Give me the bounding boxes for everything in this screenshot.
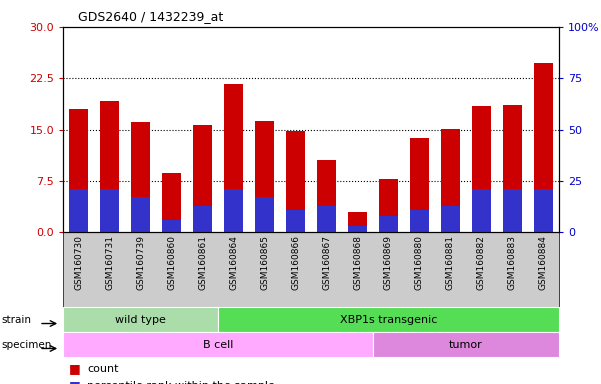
Bar [194,125,212,232]
Bar [317,205,336,232]
Bar [194,205,212,232]
Text: specimen: specimen [1,339,52,350]
Text: wild type: wild type [115,314,166,325]
Bar [131,122,150,232]
Text: GDS2640 / 1432239_at: GDS2640 / 1432239_at [78,10,224,23]
Bar [100,101,119,232]
Text: ■: ■ [69,379,81,384]
Bar [348,212,367,232]
Bar [472,189,491,232]
Bar [410,210,429,232]
Bar [69,109,88,232]
Bar [534,189,553,232]
Bar [317,161,336,232]
Bar [348,226,367,232]
Bar [162,174,181,232]
Bar [69,189,88,232]
Bar [503,189,522,232]
Bar [472,106,491,232]
Text: strain: strain [1,314,31,325]
Bar [441,129,460,232]
Bar [255,197,274,232]
Bar [410,138,429,232]
Bar [224,189,243,232]
Text: tumor: tumor [449,339,483,350]
Bar [224,84,243,232]
Bar [503,105,522,232]
Bar [286,131,305,232]
Bar [441,205,460,232]
Text: B cell: B cell [203,339,233,350]
Bar [100,189,119,232]
Bar [286,210,305,232]
Bar [162,220,181,232]
Text: ■: ■ [69,362,81,375]
Bar [255,121,274,232]
Text: percentile rank within the sample: percentile rank within the sample [87,381,275,384]
Text: count: count [87,364,118,374]
Bar [534,63,553,232]
Bar [379,216,398,232]
Bar [131,197,150,232]
Bar [379,179,398,232]
Text: XBP1s transgenic: XBP1s transgenic [340,314,437,325]
